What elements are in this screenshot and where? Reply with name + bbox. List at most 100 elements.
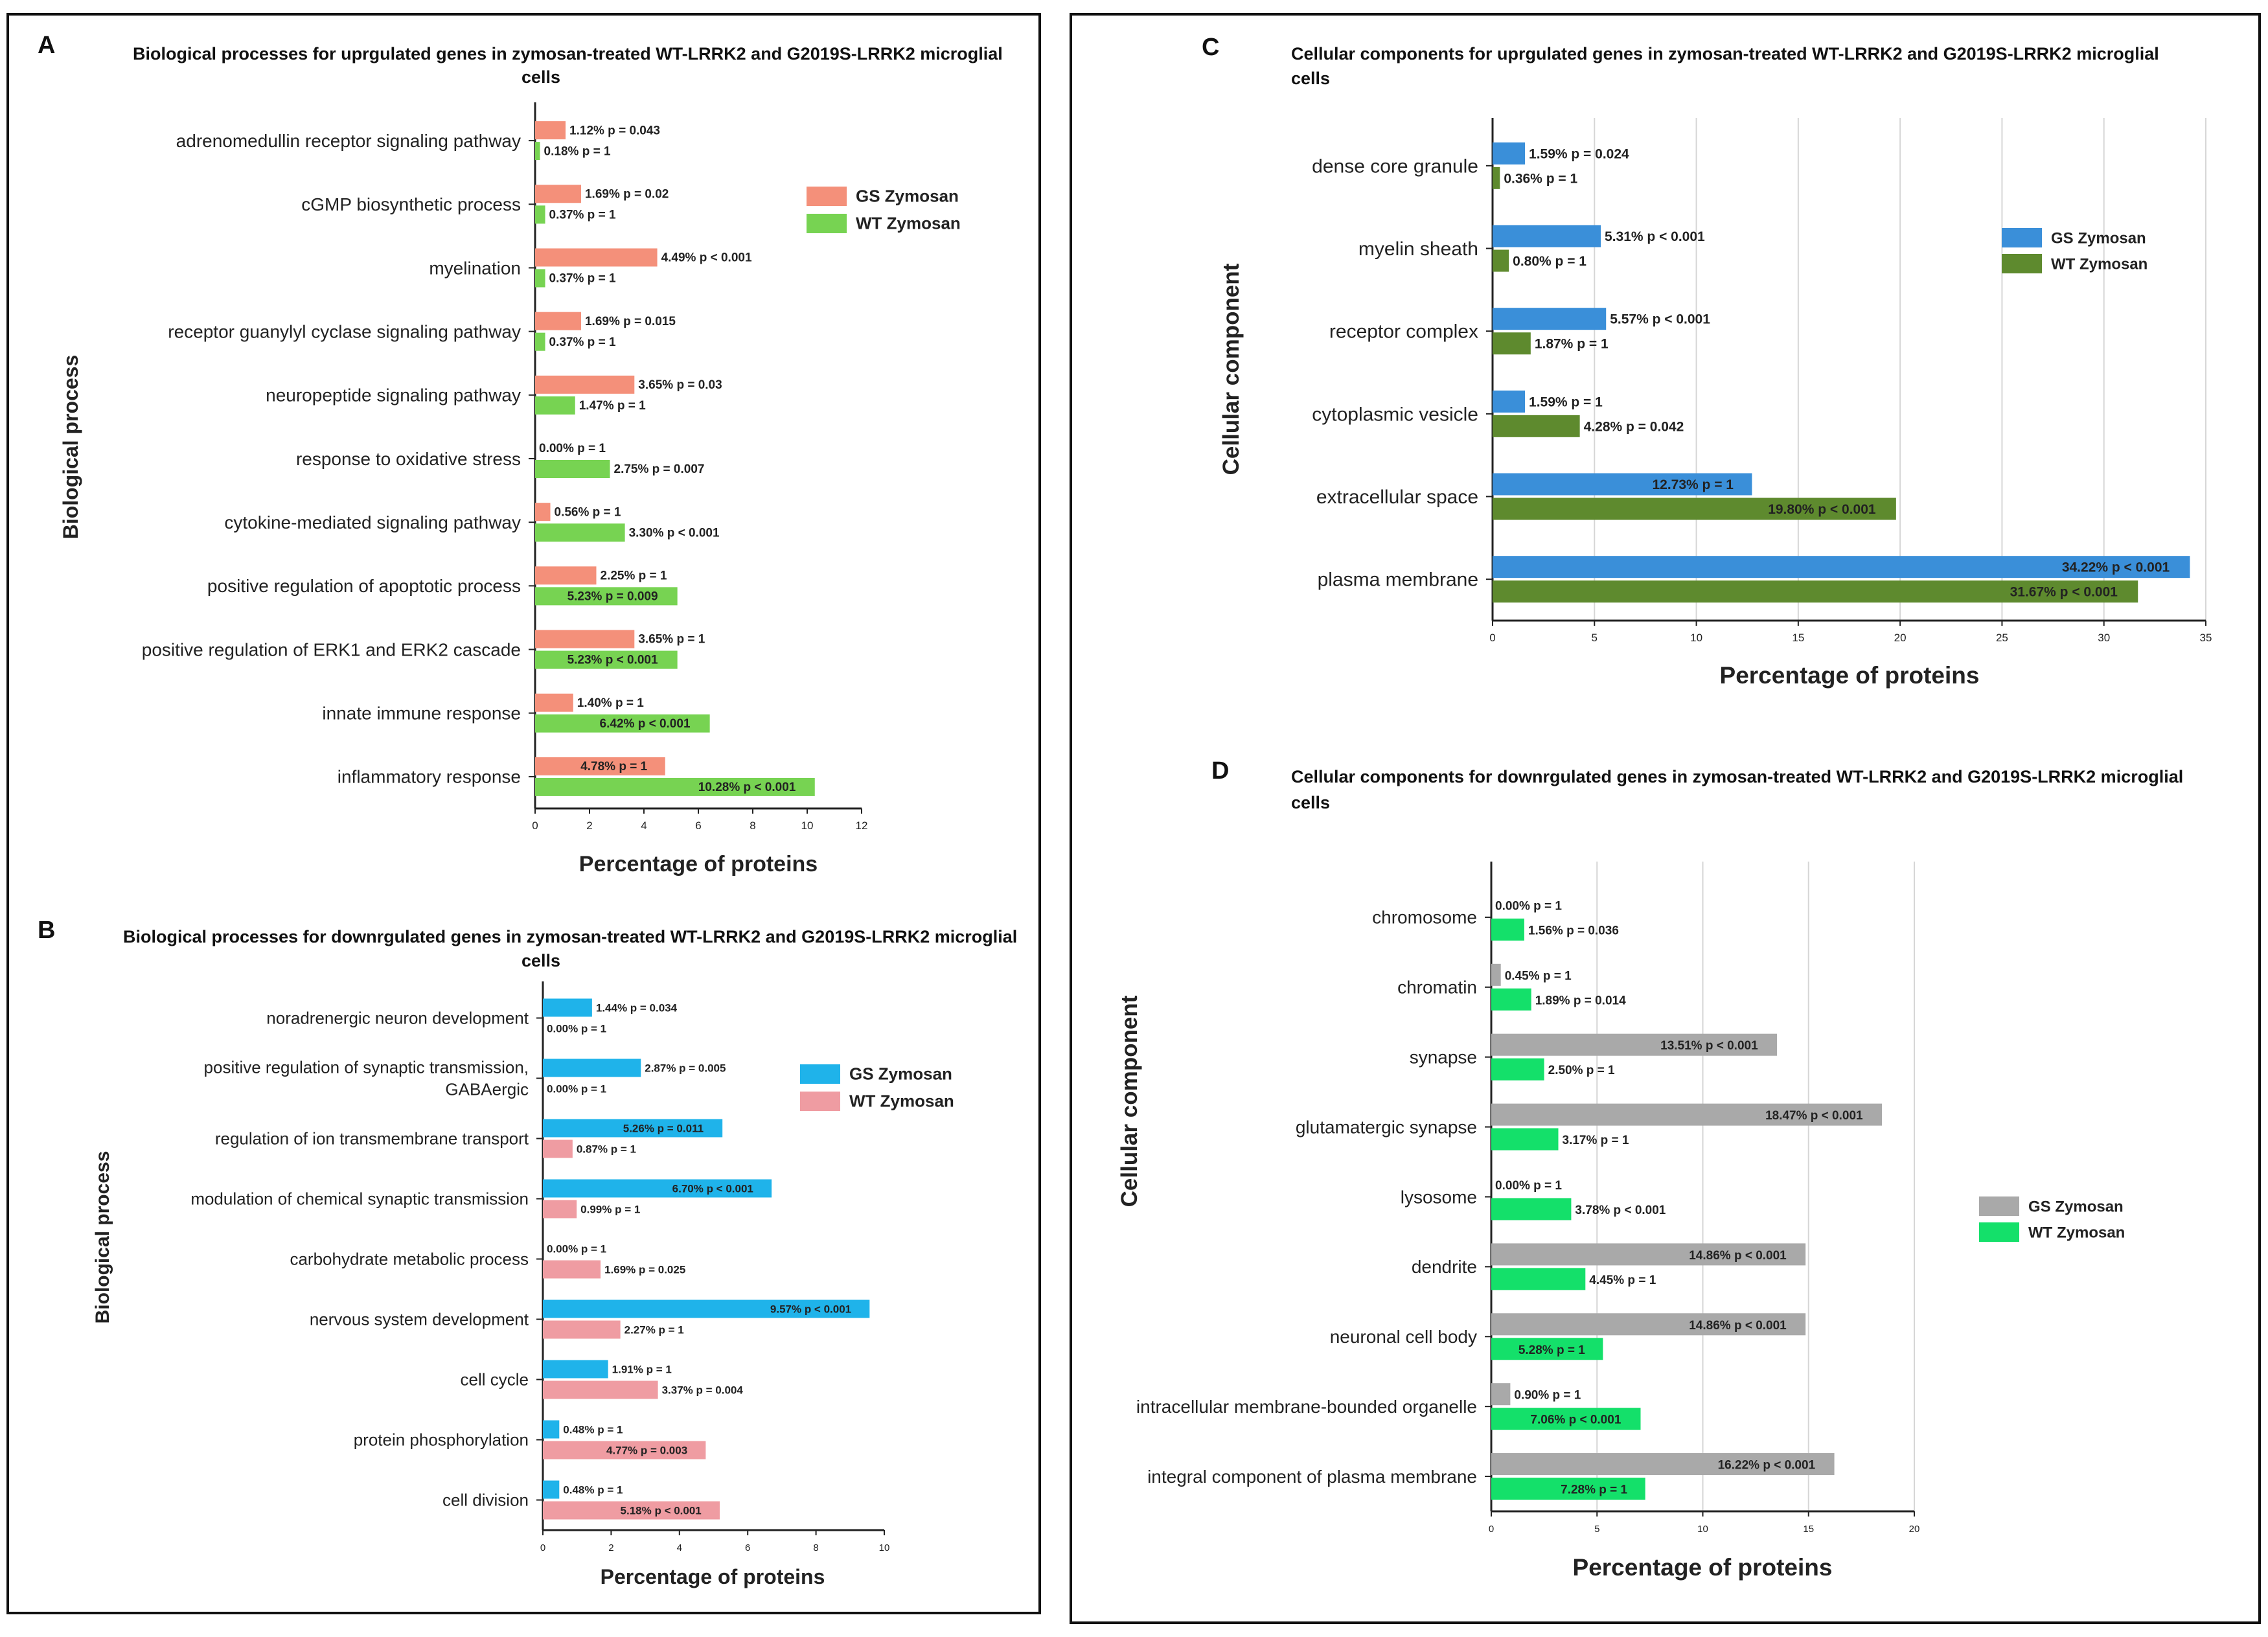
- bar-gs-zymosan: [543, 1299, 870, 1318]
- x-axis-label: Percentage of proteins: [579, 852, 818, 876]
- legend-label: WT Zymosan: [849, 1091, 954, 1110]
- bar-wt-zymosan: [543, 1200, 577, 1219]
- panel-frame-right: [1070, 13, 2261, 1624]
- bar-gs-zymosan: [543, 1360, 608, 1379]
- x-tick-label: 0: [1489, 632, 1495, 644]
- x-tick-label: 8: [813, 1542, 818, 1553]
- bar-wt-zymosan: [1491, 1268, 1586, 1290]
- category-label: cytoplasmic vesicle: [1312, 404, 1478, 425]
- bar-gs-zymosan: [535, 248, 658, 267]
- bar-gs-zymosan: [535, 566, 597, 585]
- x-tick-label: 4: [641, 819, 647, 832]
- bar-gs-zymosan: [543, 1420, 560, 1439]
- legend-label: GS Zymosan: [2051, 229, 2146, 247]
- bar-wt-zymosan: [1493, 166, 1500, 189]
- bar-wt-zymosan: [535, 396, 575, 415]
- data-label: 1.91% p = 1: [612, 1364, 672, 1376]
- data-label: 4.77% p = 0.003: [606, 1445, 687, 1457]
- data-label: 13.51% p < 0.001: [1660, 1039, 1758, 1053]
- bar-wt-zymosan: [535, 142, 540, 161]
- category-label: neuropeptide signaling pathway: [266, 385, 521, 406]
- bar-gs-zymosan: [535, 375, 635, 394]
- category-label: extracellular space: [1316, 487, 1478, 508]
- panel-letter: B: [38, 917, 55, 944]
- bar-gs-zymosan: [543, 1179, 772, 1198]
- legend-swatch: [1979, 1222, 2019, 1242]
- chart-panel-a: A Biological processes for uprgulated gen…: [38, 32, 1003, 876]
- bar-wt-zymosan: [1491, 1478, 1645, 1500]
- legend-label: GS Zymosan: [856, 186, 959, 205]
- category-label: glutamatergic synapse: [1296, 1117, 1477, 1137]
- data-label: 5.23% p = 0.009: [567, 590, 658, 604]
- data-label: 14.86% p < 0.001: [1689, 1319, 1787, 1333]
- bar-wt-zymosan: [1491, 1058, 1544, 1081]
- bar-gs-zymosan: [1491, 1383, 1511, 1406]
- data-label: 19.80% p < 0.001: [1768, 502, 1876, 517]
- data-label: 0.00% p = 1: [1495, 899, 1562, 913]
- category-label: inflammatory response: [338, 767, 521, 787]
- data-label: 1.59% p = 0.024: [1529, 146, 1629, 161]
- bar-gs-zymosan: [1493, 308, 1607, 330]
- bar-wt-zymosan: [535, 523, 625, 542]
- data-label: 0.48% p = 1: [563, 1424, 623, 1436]
- x-tick-label: 6: [695, 819, 701, 832]
- bar-wt-zymosan: [1491, 1338, 1603, 1360]
- bar-wt-zymosan: [1491, 1128, 1559, 1150]
- x-tick-label: 30: [2098, 632, 2110, 644]
- x-tick-label: 15: [1792, 632, 1804, 644]
- data-label: 16.22% p < 0.001: [1718, 1459, 1816, 1472]
- bar-gs-zymosan: [1491, 963, 1501, 986]
- data-label: 0.00% p = 1: [1495, 1179, 1562, 1193]
- category-label: adrenomedullin receptor signaling pathwa…: [176, 131, 521, 151]
- chart-title: Cellular components for downrgulated gen…: [1291, 767, 2183, 812]
- legend-swatch: [800, 1092, 840, 1111]
- data-label: 0.56% p = 1: [555, 505, 621, 519]
- y-axis-label: Cellular component: [1117, 995, 1142, 1207]
- legend-swatch: [807, 214, 847, 233]
- bar-gs-zymosan: [535, 630, 635, 648]
- category-label: receptor guanylyl cyclase signaling path…: [168, 321, 521, 341]
- category-label: lysosome: [1401, 1187, 1477, 1207]
- data-label: 1.87% p = 1: [1535, 337, 1609, 352]
- bar-wt-zymosan: [1491, 1198, 1572, 1220]
- data-label: 5.23% p < 0.001: [567, 654, 658, 667]
- data-label: 5.26% p = 0.011: [623, 1123, 704, 1135]
- data-label: 12.73% p = 1: [1652, 477, 1734, 492]
- bar-gs-zymosan: [535, 312, 581, 330]
- bar-wt-zymosan: [535, 650, 678, 669]
- x-tick-label: 0: [540, 1542, 545, 1553]
- x-tick-label: 0: [1489, 1524, 1494, 1535]
- x-axis-label: Percentage of proteins: [1573, 1554, 1833, 1581]
- legend-label: GS Zymosan: [2028, 1198, 2124, 1215]
- data-label: 3.30% p < 0.001: [629, 526, 720, 540]
- category-label: positive regulation of ERK1 and ERK2 cas…: [142, 639, 521, 659]
- bar-wt-zymosan: [1491, 918, 1524, 941]
- bar-gs-zymosan: [1491, 1033, 1778, 1056]
- x-tick-label: 5: [1592, 632, 1598, 644]
- data-label: 3.78% p < 0.001: [1575, 1204, 1666, 1217]
- x-tick-label: 20: [1894, 632, 1907, 644]
- category-label: cGMP biosynthetic process: [301, 194, 521, 214]
- chart-panel-c: C Cellular components for uprgulated gene…: [1202, 34, 2212, 689]
- data-label: 3.65% p = 1: [638, 633, 705, 647]
- data-label: 1.12% p = 0.043: [569, 124, 660, 137]
- bar-wt-zymosan: [543, 1139, 573, 1158]
- data-label: 3.37% p = 0.004: [662, 1384, 744, 1397]
- panel-letter: A: [38, 32, 55, 59]
- bar-gs-zymosan: [535, 503, 551, 521]
- x-tick-label: 20: [1909, 1524, 1920, 1535]
- bar-gs-zymosan: [1491, 1243, 1806, 1266]
- category-label: integral component of plasma membrane: [1147, 1467, 1477, 1487]
- data-label: 18.47% p < 0.001: [1765, 1109, 1863, 1123]
- data-label: 2.75% p = 0.007: [614, 463, 705, 476]
- data-label: 2.25% p = 1: [601, 569, 667, 583]
- x-tick-label: 6: [745, 1542, 750, 1553]
- bar-wt-zymosan: [1491, 1408, 1641, 1430]
- category-label: plasma membrane: [1318, 569, 1478, 591]
- data-label: 34.22% p < 0.001: [2062, 560, 2170, 575]
- bar-wt-zymosan: [535, 332, 545, 351]
- category-label: nervous system development: [310, 1310, 529, 1329]
- data-label: 10.28% p < 0.001: [698, 781, 796, 794]
- category-label: intracellular membrane-bounded organelle: [1136, 1397, 1477, 1417]
